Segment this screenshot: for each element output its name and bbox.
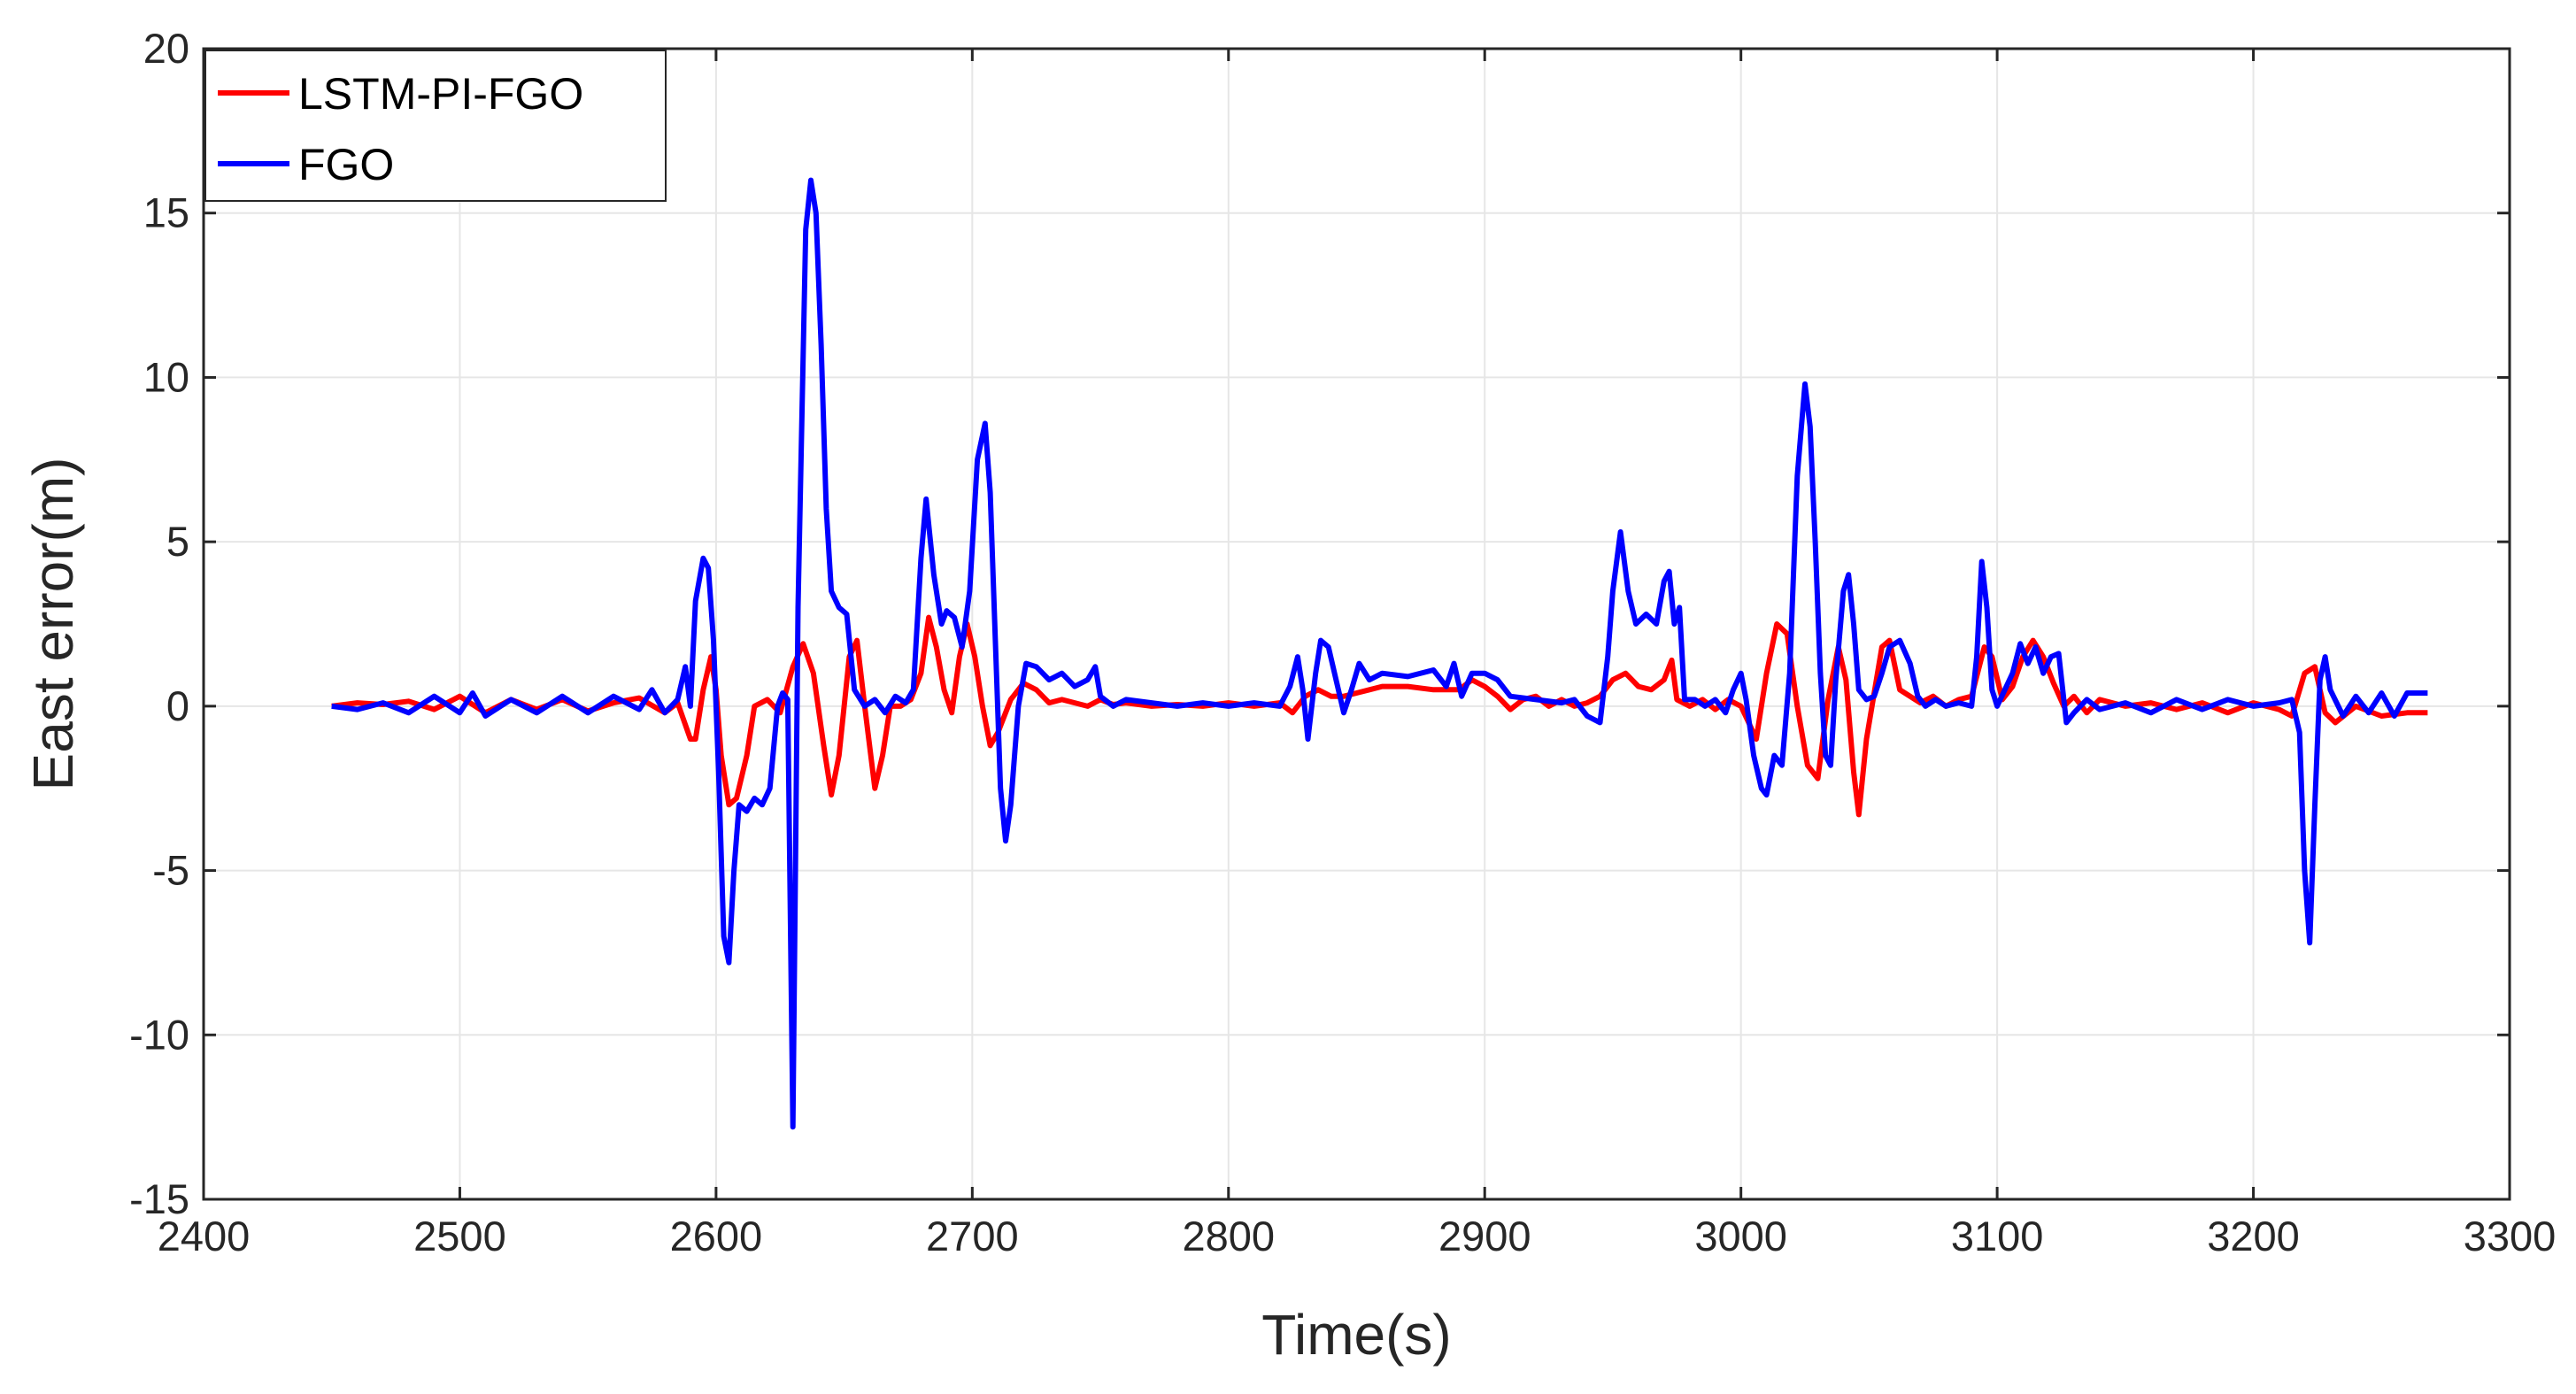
- x-tick-label: 2500: [413, 1213, 506, 1259]
- x-tick-label: 3100: [1951, 1213, 2044, 1259]
- x-tick-label: 3200: [2207, 1213, 2300, 1259]
- axis-ticks: 2400 2500 2600 2700 2800 2900 3000 3100 3200 3300…: [129, 25, 2556, 1259]
- x-tick-label: 2900: [1438, 1213, 1531, 1259]
- y-tick-label: 0: [166, 682, 189, 729]
- y-axis-title: East error(m): [21, 458, 85, 791]
- y-tick-label: -5: [152, 847, 189, 894]
- y-tick-label: 5: [166, 518, 189, 565]
- legend-label-fgo: FGO: [298, 140, 394, 189]
- series-line-fgo: [331, 177, 2428, 1130]
- y-tick-label: -10: [129, 1011, 189, 1058]
- plot-area-frame: [202, 47, 2511, 1201]
- legend: LSTM-PI-FGO FGO: [204, 50, 667, 202]
- data-series: [331, 177, 2428, 1130]
- x-tick-label: 2700: [926, 1213, 1019, 1259]
- series-line-lstm-pi-fgo: [331, 614, 2428, 818]
- x-tick-label: 3300: [2464, 1213, 2557, 1259]
- y-tick-label: 15: [143, 189, 189, 236]
- y-tick-label: 10: [143, 353, 189, 400]
- x-axis-title: Time(s): [1261, 1303, 1451, 1367]
- legend-box: [204, 50, 667, 202]
- x-tick-label: 3000: [1694, 1213, 1787, 1259]
- legend-label-lstm-pi-fgo: LSTM-PI-FGO: [298, 69, 583, 119]
- x-tick-label: 2400: [158, 1213, 251, 1259]
- y-tick-label: 20: [143, 25, 189, 72]
- x-tick-label: 2600: [670, 1213, 763, 1259]
- x-tick-label: 2800: [1182, 1213, 1275, 1259]
- y-tick-label: -15: [129, 1175, 189, 1222]
